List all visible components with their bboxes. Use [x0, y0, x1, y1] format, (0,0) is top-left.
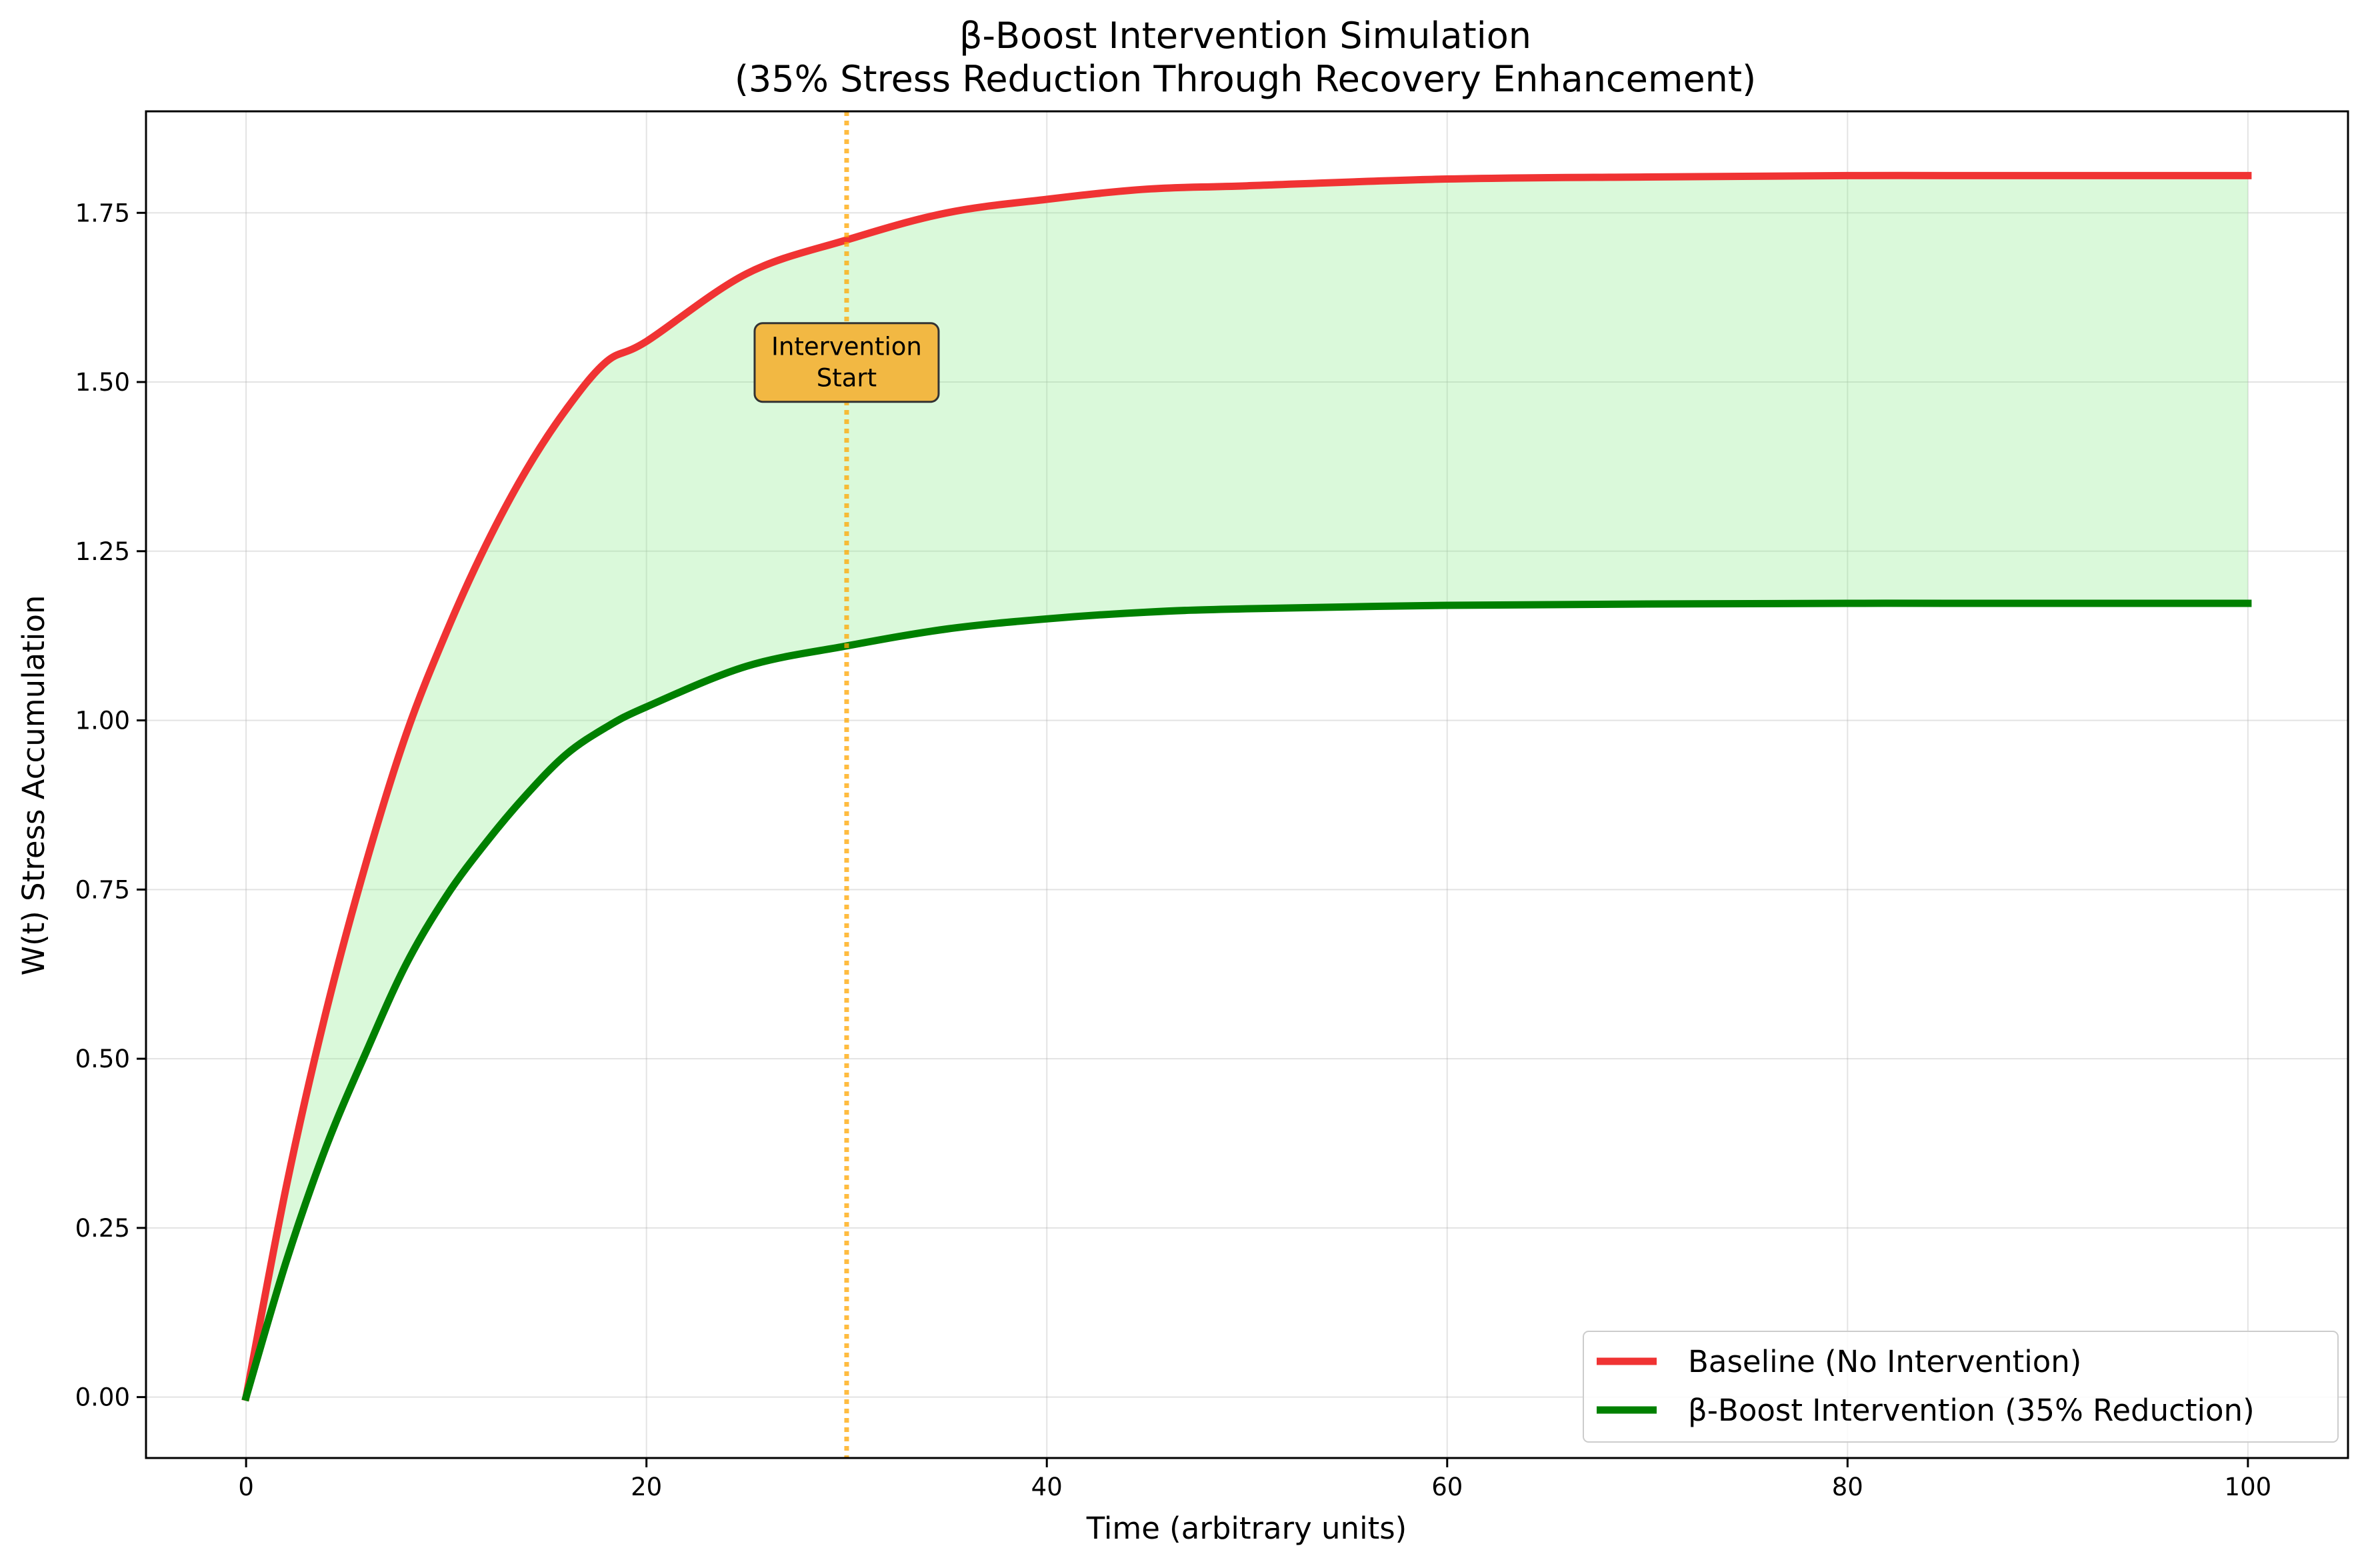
chart-subtitle: (35% Stress Reduction Through Recovery E… [735, 58, 1756, 100]
x-tick-label: 80 [1832, 1473, 1863, 1501]
grid [146, 111, 2348, 1458]
x-tick-label: 40 [1031, 1473, 1063, 1501]
y-axis-label: W(t) Stress Accumulation [16, 595, 51, 976]
y-tick-label: 1.50 [75, 368, 130, 397]
y-tick-label: 1.25 [75, 537, 130, 566]
y-tick-label: 0.50 [75, 1045, 130, 1073]
x-tick-label: 0 [238, 1473, 254, 1501]
y-tick-label: 0.00 [75, 1383, 130, 1412]
y-tick-label: 0.25 [75, 1214, 130, 1243]
legend-label-baseline: Baseline (No Intervention) [1688, 1344, 2081, 1379]
y-tick-label: 0.75 [75, 875, 130, 904]
series-line-baseline [241, 171, 2252, 1402]
legend-label-intervention: β-Boost Intervention (35% Reduction) [1688, 1393, 2255, 1428]
x-tick-label: 100 [2225, 1473, 2272, 1501]
annotation-line-2: Start [817, 364, 877, 393]
legend-box [1583, 1331, 2339, 1443]
y-tick-label: 1.00 [75, 707, 130, 735]
annotation-box [753, 322, 940, 403]
series-line-intervention [241, 599, 2252, 1402]
x-tick-label: 20 [631, 1473, 662, 1501]
annotation-line-1: Intervention [771, 333, 922, 361]
axes-frame [145, 110, 2349, 1459]
y-tick-label: 1.75 [75, 199, 130, 227]
x-tick-label: 60 [1431, 1473, 1463, 1501]
chart-title: β-Boost Intervention Simulation [959, 15, 1531, 57]
ticks: 0 20 40 60 80 100 0.00 0.25 0.50 0.75 1.00 1.25 1.50… [75, 199, 2272, 1501]
legend: Baseline (No Intervention) β-Boost Inter… [1583, 1331, 2339, 1443]
fill-between-area [246, 175, 2248, 1397]
x-axis-label: Time (arbitrary units) [1086, 1511, 1407, 1546]
series-lines [241, 171, 2252, 1402]
intervention-annotation: Intervention Start [753, 322, 940, 403]
